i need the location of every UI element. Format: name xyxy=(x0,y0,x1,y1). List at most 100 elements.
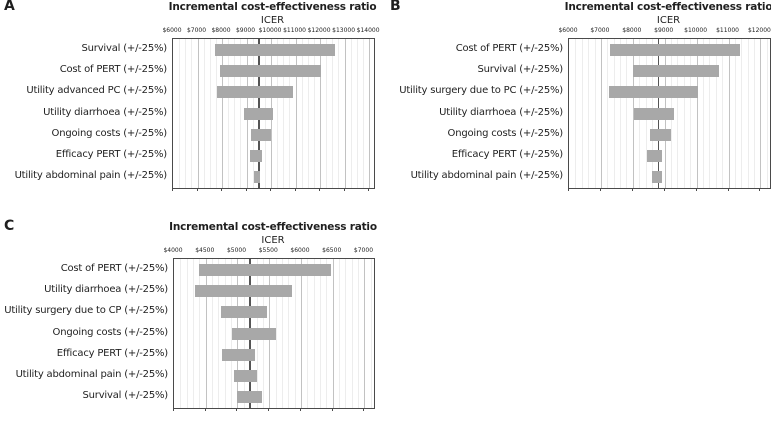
gridline-minor xyxy=(683,39,685,188)
tornado-bar xyxy=(222,348,255,361)
tornado-bar xyxy=(214,43,335,56)
x-tick-label: $4500 xyxy=(195,247,215,254)
chart-title: Incremental cost-effectiveness ratio xyxy=(168,1,377,13)
gridline-minor xyxy=(313,259,315,408)
tornado-panel-a: A Incremental cost-effectiveness ratio I… xyxy=(0,0,385,207)
tornado-bar xyxy=(608,86,699,99)
gridline-minor xyxy=(741,39,743,188)
panel-letter: C xyxy=(4,218,15,234)
gridline-minor xyxy=(594,39,596,188)
category-label: Survival (+/-25%) xyxy=(82,390,169,402)
gridline-minor xyxy=(203,39,205,188)
x-axis-tick xyxy=(204,408,206,411)
tornado-bar xyxy=(234,370,258,383)
category-label: Ongoing costs (+/-25%) xyxy=(52,326,169,338)
gridline-minor xyxy=(345,259,347,408)
tornado-bar xyxy=(220,306,268,319)
category-label: Utility surgery due to CP (+/-25%) xyxy=(4,305,168,317)
category-label: Utility diarrhoea (+/-25%) xyxy=(439,106,563,118)
x-tick-label: $8000 xyxy=(211,27,231,34)
gridline-minor xyxy=(277,39,279,188)
tornado-bar xyxy=(634,107,675,120)
tornado-bar xyxy=(610,43,740,56)
category-label: Ongoing costs (+/-25%) xyxy=(447,127,564,139)
gridline-minor xyxy=(588,39,590,188)
gridline-minor xyxy=(702,39,704,188)
gridline-minor xyxy=(209,39,211,188)
gridline-major xyxy=(728,39,730,188)
tornado-bar xyxy=(194,284,293,297)
x-axis-tick xyxy=(236,408,238,411)
x-tick-label: $10000 xyxy=(684,27,708,34)
x-axis-tick xyxy=(631,188,633,191)
x-axis-tick xyxy=(299,408,301,411)
gridline-minor xyxy=(326,259,328,408)
x-tick-label: $12000 xyxy=(307,27,331,34)
gridline-minor xyxy=(301,39,303,188)
tornado-bar xyxy=(232,327,276,340)
x-tick-label: $12000 xyxy=(747,27,771,34)
gridline-minor xyxy=(338,39,340,188)
x-tick-label: $6500 xyxy=(322,247,342,254)
gridline-major xyxy=(696,39,698,188)
panel-letter: A xyxy=(4,0,15,14)
gridline-minor xyxy=(283,39,285,188)
gridline-minor xyxy=(224,259,226,408)
tornado-bar xyxy=(244,107,274,120)
x-tick-label: $6000 xyxy=(162,27,182,34)
category-label: Efficacy PERT (+/-25%) xyxy=(451,149,563,161)
x-axis-tick xyxy=(245,188,247,191)
gridline-minor xyxy=(228,39,230,188)
tornado-bar xyxy=(236,391,262,404)
gridline-minor xyxy=(326,39,328,188)
gridline-major xyxy=(332,259,334,408)
x-axis-tick xyxy=(268,408,270,411)
gridline-minor xyxy=(766,39,768,188)
category-label: Utility diarrhoea (+/-25%) xyxy=(43,106,167,118)
x-axis-tick xyxy=(221,188,223,191)
x-tick-label: $7000 xyxy=(353,247,374,254)
tornado-bar xyxy=(650,128,672,141)
gridline-minor xyxy=(747,39,749,188)
x-tick-label: $14000 xyxy=(356,27,380,34)
category-label: Utility diarrhoea (+/-25%) xyxy=(44,283,168,295)
x-axis-tick xyxy=(568,188,569,191)
gridline-minor xyxy=(370,259,372,408)
gridline-minor xyxy=(734,39,736,188)
x-tick-label: $4000 xyxy=(163,247,183,254)
gridline-major xyxy=(295,39,297,188)
chart-title: Incremental cost-effectiveness ratio xyxy=(169,221,377,233)
gridline-minor xyxy=(332,39,334,188)
plot-area xyxy=(568,38,771,189)
x-tick-label: $5500 xyxy=(258,247,278,254)
gridline-major xyxy=(222,39,224,188)
gridline-minor xyxy=(677,39,679,188)
category-label: Cost of PERT (+/-25%) xyxy=(455,42,563,54)
x-tick-label: $11000 xyxy=(283,27,306,34)
gridline-major xyxy=(197,39,199,188)
x-axis-tick xyxy=(172,188,173,191)
x-axis-tick xyxy=(368,188,370,191)
gridline-minor xyxy=(294,259,296,408)
x-tick-label: $6000 xyxy=(558,27,578,34)
x-axis-tick xyxy=(331,408,333,411)
gridline-minor xyxy=(191,39,193,188)
tornado-panel-b: B Incremental cost-effectiveness ratio I… xyxy=(386,0,771,207)
gridline-minor xyxy=(356,39,358,188)
gridline-minor xyxy=(307,259,309,408)
gridline-minor xyxy=(231,259,233,408)
gridline-minor xyxy=(320,259,322,408)
x-tick-label: $5000 xyxy=(226,247,247,254)
category-label: Utility advanced PC (+/-25%) xyxy=(26,85,167,97)
gridline-minor xyxy=(281,259,283,408)
gridline-minor xyxy=(186,259,188,408)
gridline-minor xyxy=(613,39,615,188)
gridline-minor xyxy=(185,39,187,188)
x-tick-label: $9000 xyxy=(235,27,256,34)
category-label: Survival (+/-25%) xyxy=(81,42,168,54)
x-axis-tick xyxy=(727,188,729,191)
tornado-bar xyxy=(217,86,294,99)
chart-title: Incremental cost-effectiveness ratio xyxy=(564,1,771,13)
gridline-major xyxy=(344,39,346,188)
chart-subtitle: ICER xyxy=(260,15,285,26)
